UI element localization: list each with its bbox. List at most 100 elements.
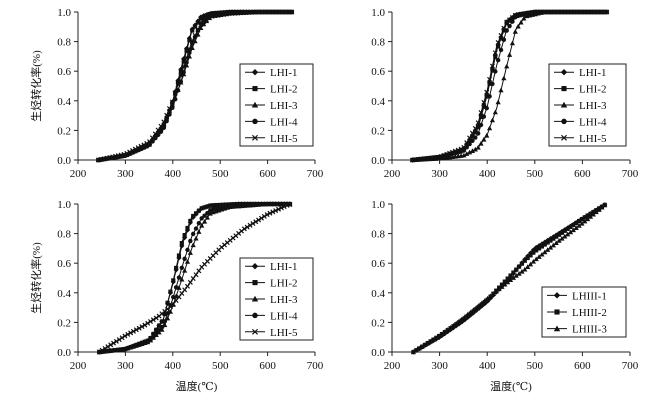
data-point (487, 293, 494, 299)
data-point (201, 21, 207, 27)
chart-panel-3: 0.0 0.2 0.4 0.6 0.8 1.0 200 300 400 500 600 700 生烃转化… (29, 199, 324, 393)
legend: LHI-1 LHI-2 LHI-3 LHI-4 LHI-5 (239, 257, 314, 341)
x-tick-label: 700 (622, 360, 639, 372)
data-point (478, 110, 484, 116)
legend-marker (561, 86, 567, 92)
chart-panel-2: 0.0 0.2 0.4 0.6 0.8 1.0 200 300 400 500 600 700 LHI-… (371, 7, 639, 180)
legend-label: LHI-2 (270, 84, 298, 96)
data-point (188, 218, 193, 223)
data-point (545, 247, 551, 252)
data-point (119, 335, 125, 341)
data-point (556, 232, 562, 237)
data-point (184, 283, 190, 289)
data-point (158, 123, 164, 129)
data-point (522, 258, 527, 263)
x-axis-label: 温度(℃) (176, 379, 218, 393)
x-tick-label: 700 (307, 168, 324, 180)
data-point (152, 131, 158, 137)
data-point (461, 144, 467, 150)
data-point (135, 145, 141, 151)
legend-label: LHIII-3 (572, 324, 607, 336)
data-point (493, 69, 498, 74)
data-point (466, 149, 473, 155)
y-tick-label: 0.0 (371, 347, 385, 359)
data-point (275, 206, 282, 212)
data-point (475, 144, 481, 150)
data-point (149, 135, 155, 141)
data-point (570, 227, 576, 233)
data-point (258, 215, 264, 221)
data-point (499, 284, 505, 289)
data-point (148, 337, 153, 343)
data-point (173, 285, 179, 290)
x-tick-label: 500 (527, 360, 544, 372)
x-tick-label: 600 (574, 168, 591, 180)
data-point (498, 32, 504, 38)
legend-marker (252, 118, 258, 125)
data-point (213, 203, 219, 208)
data-point (198, 16, 203, 21)
data-point (132, 146, 138, 152)
data-point (452, 148, 458, 154)
data-point (419, 344, 425, 349)
x-tick-label: 500 (212, 360, 229, 372)
x-tick-label: 400 (479, 360, 496, 372)
x-tick-label: 200 (70, 360, 87, 372)
data-point (573, 225, 579, 230)
legend-label: LHI-1 (579, 67, 607, 79)
data-point (161, 119, 167, 125)
data-point (187, 38, 192, 43)
data-point (542, 242, 547, 247)
data-point (521, 15, 527, 21)
data-point (116, 337, 122, 343)
data-point (189, 38, 195, 44)
data-point (495, 39, 501, 45)
data-point (142, 322, 148, 328)
y-axis-label: 生烃转化率(%) (29, 242, 43, 314)
data-point (168, 303, 173, 308)
data-point (542, 249, 548, 255)
data-point (511, 270, 516, 275)
data-point (467, 138, 472, 143)
legend-marker (561, 134, 567, 141)
data-point (545, 240, 550, 245)
data-point (482, 298, 488, 303)
y-tick-label: 0.4 (371, 288, 385, 300)
x-tick-label: 500 (527, 168, 544, 180)
data-point (539, 251, 545, 257)
data-point (201, 14, 206, 19)
data-point (438, 154, 444, 160)
legend-label: LHI-3 (270, 100, 298, 112)
legend-label: LHI-2 (270, 278, 298, 290)
data-point (551, 236, 556, 241)
data-point (487, 81, 492, 86)
data-point (590, 211, 596, 217)
data-point (579, 217, 585, 222)
data-point (166, 106, 172, 112)
x-tick-label: 300 (431, 168, 448, 180)
y-tick-label: 1.0 (57, 7, 71, 19)
legend-marker (251, 295, 259, 302)
data-point (585, 213, 590, 218)
data-point (467, 141, 472, 147)
legend-label: LHI-4 (579, 116, 607, 128)
y-tick-label: 0.2 (371, 317, 385, 329)
legend-label: LHI-4 (270, 116, 298, 128)
data-point (169, 99, 175, 105)
legend-label: LHI-1 (270, 261, 298, 273)
y-tick-label: 0.4 (371, 96, 385, 108)
data-point (182, 256, 187, 261)
data-point (493, 55, 498, 60)
data-point (196, 208, 201, 213)
data-point (127, 149, 133, 155)
data-point (141, 142, 147, 148)
data-point (475, 120, 481, 126)
data-point (548, 238, 553, 243)
data-point (565, 226, 570, 231)
data-point (501, 28, 506, 33)
y-tick-label: 1.0 (57, 199, 71, 211)
data-point (495, 57, 501, 63)
data-point (176, 275, 182, 280)
legend: LHI-1 LHI-2 LHI-3 LHI-4 LHI-5 (239, 63, 314, 147)
y-tick-label: 0.2 (371, 125, 385, 137)
